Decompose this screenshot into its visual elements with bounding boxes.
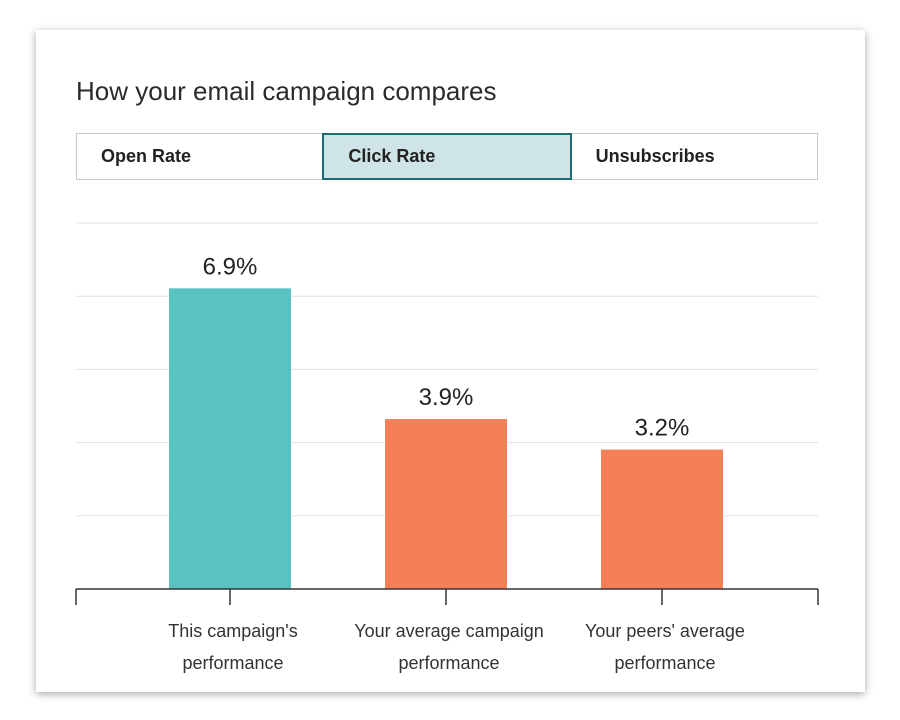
data-label: 3.9% xyxy=(419,384,474,411)
data-label: 3.2% xyxy=(635,415,690,442)
tab-click-rate[interactable]: Click Rate xyxy=(322,133,572,180)
x-tick-label: performance xyxy=(614,653,715,673)
x-tick-label: This campaign's xyxy=(168,621,298,641)
x-tick-label: Your peers' average xyxy=(585,621,745,641)
metric-tabs: Open Rate Click Rate Unsubscribes xyxy=(76,133,818,180)
bar xyxy=(601,449,723,589)
bar xyxy=(385,419,507,589)
x-tick-label: performance xyxy=(182,653,283,673)
tab-open-rate[interactable]: Open Rate xyxy=(101,146,192,166)
chart-title: How your email campaign compares xyxy=(76,76,497,106)
tab-unsubscribes[interactable]: Unsubscribes xyxy=(595,146,715,166)
data-label: 6.9% xyxy=(203,253,258,280)
x-tick-label: performance xyxy=(398,653,499,673)
bar xyxy=(169,288,291,589)
x-tick-label: Your average campaign xyxy=(354,621,543,641)
